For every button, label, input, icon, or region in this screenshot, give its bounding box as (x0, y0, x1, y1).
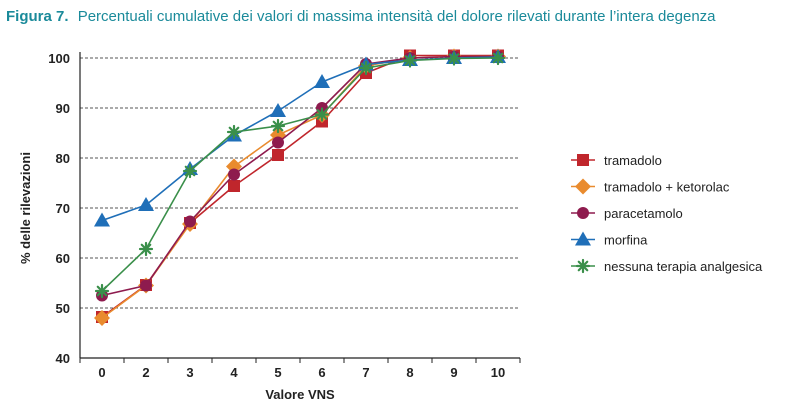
legend-entry-0: tramadolo (571, 153, 662, 168)
star-ray (577, 260, 589, 272)
legend-label: paracetamolo (604, 206, 683, 221)
legend-label: tramadolo + ketorolac (604, 180, 730, 195)
legend-entry-1: tramadolo + ketorolac (571, 178, 730, 195)
star-ray (228, 126, 240, 138)
y-tick-label-60: 60 (56, 251, 70, 266)
y-tick-label-70: 70 (56, 201, 70, 216)
data-point (94, 212, 110, 227)
data-point (226, 124, 242, 140)
series-lines (94, 48, 506, 326)
y-tick-label-100: 100 (48, 51, 70, 66)
data-point (314, 74, 330, 88)
legend-label: morfina (604, 233, 648, 248)
series-0 (96, 49, 504, 323)
y-tick-label-80: 80 (56, 151, 70, 166)
series-line (101, 54, 498, 318)
x-tick-label-7: 7 (362, 365, 369, 380)
y-tick-label-90: 90 (56, 101, 70, 116)
tick-labels: 40 50 60 70 80 90 100 0 2 3 4 5 6 7 8 9 10 (48, 51, 505, 380)
data-point (272, 149, 284, 161)
legend-marker (575, 178, 591, 195)
series-4 (94, 50, 506, 299)
x-tick-label-8: 8 (406, 365, 413, 380)
star-ray (316, 109, 328, 120)
data-point (270, 103, 286, 117)
legend-label: tramadolo (604, 153, 662, 168)
x-tick-label-4: 4 (230, 365, 238, 380)
data-point (182, 163, 198, 179)
star-ray (272, 120, 284, 132)
star-ray (140, 243, 152, 255)
data-point (94, 283, 110, 299)
data-point (228, 180, 240, 192)
data-point (314, 107, 330, 122)
data-point (272, 136, 284, 149)
data-point (490, 50, 506, 66)
x-tick-label-9: 9 (450, 365, 457, 380)
star-ray (184, 165, 196, 177)
legend-marker (577, 207, 589, 219)
data-point (140, 279, 152, 292)
star-ray (360, 62, 372, 74)
series-1 (94, 48, 506, 326)
data-point (138, 197, 154, 211)
axes (79, 52, 521, 363)
data-point (228, 168, 240, 181)
x-tick-label-3: 3 (186, 365, 193, 380)
series-line (101, 57, 499, 292)
x-tick-label-5: 5 (274, 365, 281, 380)
legend-marker (575, 258, 591, 274)
y-tick-label-50: 50 (56, 301, 70, 316)
star-ray (96, 285, 108, 297)
legend-entry-4: nessuna terapia analgesica (571, 258, 763, 274)
x-tick-label-0: 0 (98, 365, 105, 380)
legend-label: nessuna terapia analgesica (604, 259, 763, 274)
y-tick-label-40: 40 (56, 351, 70, 366)
x-axis-title: Valore VNS (265, 387, 335, 402)
data-point (138, 241, 154, 257)
legend-marker (575, 231, 591, 246)
legend-entry-3: morfina (571, 231, 648, 248)
star-ray (448, 53, 460, 64)
legend-marker (577, 154, 589, 166)
data-point (358, 60, 374, 76)
grid-lines (80, 57, 520, 309)
star-ray (404, 55, 416, 66)
x-tick-label-10: 10 (491, 365, 505, 380)
data-point (270, 118, 286, 134)
data-point (184, 215, 196, 228)
legend-entry-2: paracetamolo (571, 206, 683, 221)
y-axis-title: % delle rilevazioni (18, 152, 33, 264)
x-tick-label-6: 6 (318, 365, 325, 380)
legend: tramadolo tramadolo + ketorolac paracetamo… (571, 153, 763, 274)
figure-caption-text: Percentuali cumulative dei valori di mas… (77, 8, 716, 25)
data-point (94, 310, 110, 326)
data-point (446, 51, 462, 66)
data-point (402, 53, 418, 68)
series-line (101, 55, 498, 297)
figure-label: Figura 7. (6, 8, 69, 25)
x-tick-label-2: 2 (142, 365, 149, 380)
star-ray (492, 52, 504, 64)
figure-caption: Figura 7. Percentuali cumulative dei val… (6, 4, 796, 30)
series-2 (96, 50, 504, 302)
